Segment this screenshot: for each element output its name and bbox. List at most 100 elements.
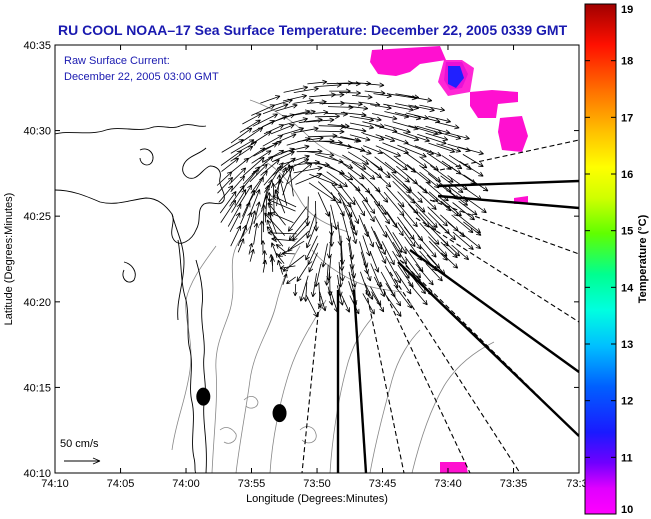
current-vector [384, 265, 399, 289]
current-vector [252, 120, 275, 133]
bathymetry-line [311, 249, 403, 293]
current-vector [339, 90, 361, 96]
y-tick-label: 40:15 [23, 382, 51, 394]
colorbar-tick-label: 17 [621, 112, 633, 124]
current-vector [384, 292, 402, 317]
current-vector [270, 242, 277, 256]
current-vector [383, 191, 405, 217]
current-vector [397, 144, 427, 158]
colorbar-ticks: 10 11 12 13 14 15 16 17 18 19 [585, 3, 634, 516]
current-vector [459, 231, 482, 249]
current-vector [220, 150, 243, 166]
coast-line [171, 213, 185, 321]
current-vector [374, 172, 392, 188]
colorbar-tick-label: 18 [621, 56, 633, 68]
current-vector [459, 160, 484, 177]
current-vector [270, 123, 295, 135]
coast-line [122, 261, 136, 283]
current-vector [404, 236, 423, 261]
current-vector [276, 174, 282, 207]
sst-patch-cold [370, 46, 446, 76]
y-axis-label: Latitude (Degrees:Minutes) [3, 193, 15, 326]
current-vector [407, 96, 433, 103]
current-vector [308, 252, 318, 273]
current-vector [238, 141, 258, 153]
current-vector [451, 244, 470, 261]
current-vector [274, 189, 286, 214]
current-vector [273, 133, 297, 144]
current-vector [362, 132, 385, 141]
y-tick-label: 40:30 [23, 126, 51, 138]
current-vector [407, 271, 426, 295]
current-vector [397, 222, 416, 248]
current-vector [403, 132, 430, 143]
current-vector [369, 251, 380, 273]
current-vector [327, 286, 334, 306]
current-vector [414, 274, 434, 296]
current-vector [240, 127, 264, 143]
current-vector [419, 250, 438, 272]
current-vector [251, 150, 272, 164]
current-vector [281, 127, 304, 136]
current-vector [373, 230, 386, 256]
current-vector [428, 142, 456, 153]
current-vector [305, 109, 329, 116]
x-tick-label: 73:40 [434, 478, 462, 490]
current-vector [218, 185, 234, 203]
current-vector [463, 174, 489, 192]
current-vector [340, 112, 367, 118]
current-vector [251, 104, 276, 116]
current-vector [267, 202, 286, 226]
colorbar-tick-label: 15 [621, 226, 633, 238]
current-vector [299, 275, 309, 302]
current-vector [375, 134, 396, 143]
current-vector [248, 210, 257, 234]
current-vector [373, 276, 385, 298]
current-vector [362, 293, 375, 315]
current-vector [315, 129, 345, 135]
current-vector [220, 199, 237, 223]
current-vector [282, 144, 310, 153]
current-vector [282, 273, 288, 285]
current-vector [293, 165, 323, 174]
coast-line [55, 147, 225, 244]
current-vector [306, 213, 316, 239]
current-vector [292, 222, 310, 241]
coast-line [195, 259, 207, 473]
current-vector [417, 235, 437, 258]
current-vector [405, 152, 428, 169]
current-vector [441, 155, 463, 170]
scale-arrow-label: 50 cm/s [60, 438, 99, 450]
current-vector [439, 236, 461, 257]
bathymetry-line [411, 341, 495, 473]
y-tick-label: 40:10 [23, 468, 51, 480]
scale-arrow-head [92, 457, 101, 465]
current-vector [264, 212, 286, 236]
bathymetry-line [249, 99, 363, 165]
current-vector [229, 212, 241, 232]
current-vector [249, 248, 255, 262]
colorbar-tick-label: 16 [621, 169, 633, 181]
current-vector [326, 171, 348, 188]
current-vector [230, 175, 245, 193]
current-vector [231, 189, 247, 213]
current-vector [462, 154, 484, 167]
current-vector [281, 251, 295, 256]
current-vector [441, 252, 459, 269]
current-vector [319, 291, 327, 312]
current-vector [340, 101, 363, 107]
current-vector [419, 222, 440, 245]
current-vector [463, 221, 482, 236]
current-vector [339, 184, 356, 206]
current-vector [221, 139, 244, 153]
x-tick-label: 73:55 [238, 478, 266, 490]
current-vector [242, 211, 252, 237]
bathymetry-line [299, 426, 317, 444]
beam-line-solid [397, 261, 579, 437]
current-vector [349, 264, 357, 288]
current-vector [282, 94, 307, 102]
current-vector [384, 124, 411, 134]
current-vector [342, 154, 367, 170]
coast-line [177, 239, 197, 473]
